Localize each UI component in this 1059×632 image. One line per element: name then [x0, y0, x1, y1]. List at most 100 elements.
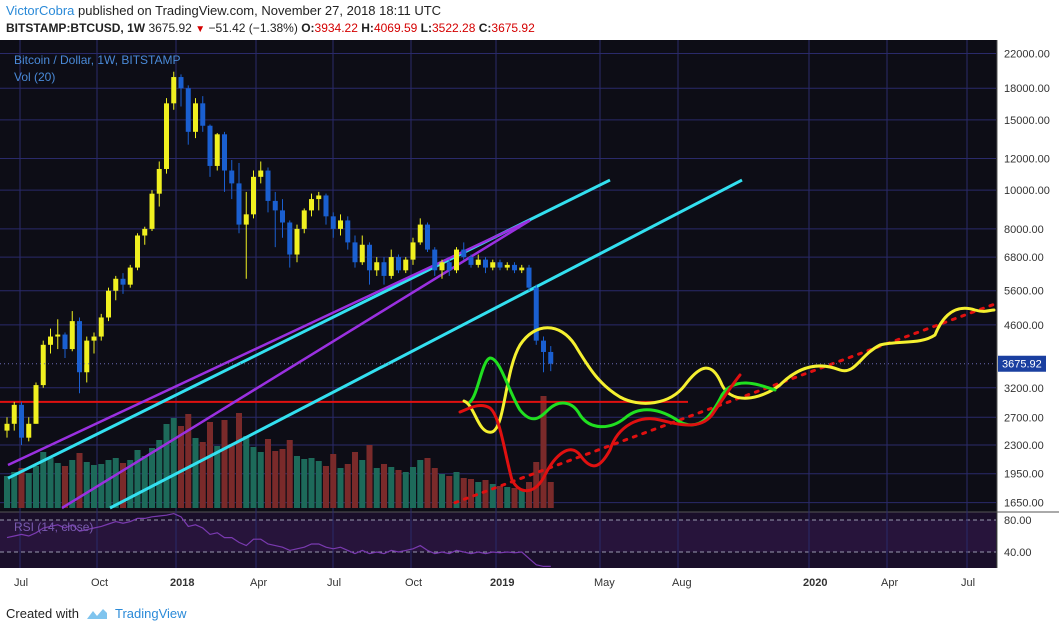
- volume-bar: [40, 452, 47, 508]
- candle-body: [396, 257, 401, 271]
- down-arrow-icon: ▼: [195, 24, 206, 35]
- volume-bar: [330, 454, 337, 508]
- candle-body: [519, 267, 525, 271]
- candle-body: [164, 103, 169, 169]
- volume-bar: [250, 447, 257, 508]
- volume-bar: [468, 479, 474, 508]
- volume-bar: [11, 472, 18, 508]
- x-tick-label: Jul: [14, 577, 28, 589]
- volume-bar: [47, 458, 54, 508]
- candle-body: [33, 385, 39, 424]
- candle-body: [432, 249, 438, 271]
- close-label: C:: [478, 21, 492, 35]
- volume-bar: [25, 473, 32, 508]
- y-tick-label: 1950.00: [1004, 469, 1044, 481]
- volume-bar: [388, 467, 395, 508]
- candle-body: [352, 242, 358, 263]
- volume-bar: [373, 468, 380, 508]
- candle-body: [251, 176, 256, 215]
- volume-bar: [199, 442, 206, 508]
- x-tick-label: 2020: [803, 577, 827, 589]
- rsi-line: [6, 512, 551, 567]
- y-tick-label: 3200.00: [1004, 383, 1044, 395]
- volume-bar: [76, 453, 83, 508]
- low-value: 3522.28: [432, 21, 476, 35]
- volume-bar: [359, 460, 366, 508]
- candle-body: [374, 262, 380, 271]
- volume-bar: [141, 456, 148, 508]
- candle-body: [229, 170, 235, 184]
- candle-body: [287, 222, 293, 255]
- volume-bar: [402, 472, 409, 508]
- candle-body: [26, 423, 32, 438]
- candle-body: [171, 77, 177, 104]
- rsi-band: [0, 520, 996, 552]
- x-tick-label: Oct: [91, 577, 108, 589]
- footer: Created with TradingView: [6, 606, 187, 621]
- author-link[interactable]: VictorCobra: [6, 3, 75, 18]
- volume-bar: [540, 396, 547, 508]
- candle-body: [330, 216, 336, 229]
- candle-body: [272, 200, 278, 211]
- volume-bar: [424, 458, 431, 508]
- volume-bar: [344, 464, 351, 508]
- candle-body: [98, 317, 104, 337]
- y-tick-label: 10000.00: [1004, 185, 1050, 197]
- volume-bar: [156, 440, 163, 508]
- price-chart[interactable]: 80.00 40.00 Jul Oct 2018 Apr Jul Oct 2019 May Aug 2…: [0, 40, 1059, 600]
- candle-body: [258, 170, 264, 177]
- candle-body: [338, 220, 343, 229]
- candle-body: [439, 262, 445, 271]
- tradingview-link[interactable]: TradingView: [114, 606, 187, 621]
- candle-body: [113, 278, 119, 291]
- open-value: 3934.22: [314, 21, 358, 35]
- candle-body: [149, 193, 155, 229]
- candle-body: [135, 235, 140, 268]
- y-tick-label: 18000.00: [1004, 83, 1050, 95]
- candle-body: [381, 262, 387, 276]
- candle-body: [200, 103, 206, 126]
- volume-bar: [257, 452, 264, 508]
- volume-bar: [221, 420, 228, 508]
- candle-body: [316, 195, 322, 200]
- rsi-tick-label: 40.00: [1004, 547, 1032, 559]
- projection-green: [468, 356, 777, 429]
- volume-bar: [352, 452, 358, 508]
- candle-body: [40, 344, 46, 386]
- volume-bar: [134, 450, 141, 508]
- last-price-tag: 3675.92: [1002, 359, 1042, 371]
- candle-body: [417, 224, 423, 243]
- candle-body: [4, 423, 10, 431]
- x-tick-label: Apr: [881, 577, 898, 589]
- volume-bar: [518, 490, 525, 508]
- volume-bar: [236, 413, 242, 508]
- volume-bar: [439, 474, 445, 508]
- volume-bar: [453, 472, 460, 508]
- candle-body: [84, 340, 90, 373]
- volume-bar: [83, 462, 90, 508]
- volume-bar: [315, 461, 322, 508]
- volume-bar: [417, 460, 424, 508]
- volume-bar: [192, 438, 199, 508]
- volume-bar: [265, 439, 271, 508]
- symbol-label: BITSTAMP:BTCUSD, 1W: [6, 21, 146, 35]
- candle-body: [359, 244, 365, 263]
- projection-red: [458, 373, 742, 493]
- y-tick-label: 22000.00: [1004, 48, 1050, 60]
- candle-body: [142, 228, 148, 236]
- candle-body: [280, 210, 285, 223]
- y-tick-label: 15000.00: [1004, 115, 1050, 127]
- purple-fan-upper: [7, 219, 531, 467]
- candle-body: [425, 224, 430, 250]
- candle-body: [236, 183, 242, 225]
- volume-bar: [511, 488, 518, 508]
- volume-bar: [547, 482, 554, 508]
- candle-body: [541, 340, 546, 352]
- volume-bar: [185, 414, 192, 508]
- volume-bar: [272, 451, 279, 508]
- volume-bar: [18, 468, 25, 508]
- candle-body: [504, 264, 510, 268]
- volume-bar: [497, 486, 503, 508]
- candle-body: [120, 278, 126, 285]
- candle-body: [454, 249, 459, 271]
